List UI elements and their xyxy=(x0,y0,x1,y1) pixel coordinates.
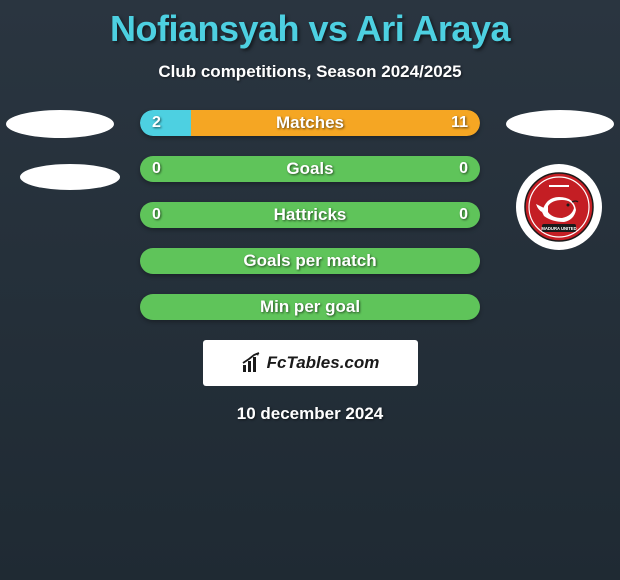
stat-label: Matches xyxy=(140,110,480,136)
stat-bar-goals: 0 Goals 0 xyxy=(140,156,480,182)
stat-bars: 2 Matches 11 0 Goals 0 0 Hattricks 0 Goa… xyxy=(140,110,480,320)
stat-bar-hattricks: 0 Hattricks 0 xyxy=(140,202,480,228)
page-title: Nofiansyah vs Ari Araya xyxy=(0,0,620,50)
player-right-placeholder-1 xyxy=(506,110,614,138)
stat-label: Goals per match xyxy=(140,248,480,274)
stat-bar-matches: 2 Matches 11 xyxy=(140,110,480,136)
brand-footer: FcTables.com xyxy=(203,340,418,386)
stat-right-value: 0 xyxy=(459,156,468,182)
brand-label: FcTables.com xyxy=(267,353,380,373)
stat-right-value: 11 xyxy=(451,110,468,136)
badge-label: MADURA UNITED xyxy=(541,226,576,231)
stat-label: Hattricks xyxy=(140,202,480,228)
stat-bar-goals-per-match: Goals per match xyxy=(140,248,480,274)
player-right-club-badge: MADURA UNITED xyxy=(516,164,602,250)
stat-label: Goals xyxy=(140,156,480,182)
player-left-placeholder-1 xyxy=(6,110,114,138)
chart-icon xyxy=(241,352,263,374)
stat-right-value: 0 xyxy=(459,202,468,228)
player-left-placeholder-2 xyxy=(20,164,120,190)
stat-bar-min-per-goal: Min per goal xyxy=(140,294,480,320)
stat-label: Min per goal xyxy=(140,294,480,320)
date-label: 10 december 2024 xyxy=(0,404,620,424)
comparison-content: MADURA UNITED 2 Matches 11 0 Goals 0 0 H… xyxy=(0,110,620,424)
madura-united-crest-icon: MADURA UNITED xyxy=(524,172,594,242)
page-subtitle: Club competitions, Season 2024/2025 xyxy=(0,62,620,82)
